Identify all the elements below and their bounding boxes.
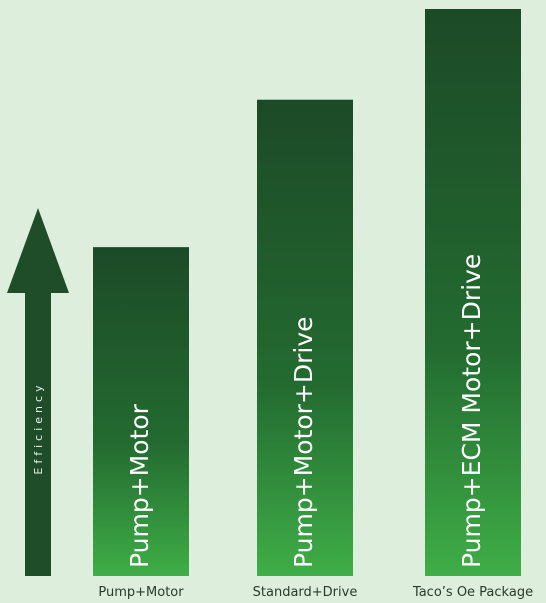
category-label-3: Taco’s Oe Package (412, 585, 533, 600)
efficiency-arrow: Efficiency (7, 208, 69, 576)
category-labels: Pump+Motor Standard+Drive Taco’s Oe Packag… (98, 585, 533, 600)
bar-label-3: Pump+ECM Motor+Drive (457, 254, 486, 568)
bar-2 (257, 99, 353, 576)
category-label-2: Standard+Drive (253, 585, 358, 600)
efficiency-arrow-shape (7, 208, 69, 576)
bar-3 (425, 9, 521, 576)
bar-1 (93, 247, 189, 576)
bar-label-2: Pump+Motor+Drive (289, 317, 318, 569)
category-label-1: Pump+Motor (98, 585, 184, 600)
bar-label-1: Pump+Motor (125, 403, 154, 568)
bar-group: Pump+Motor Pump+Motor+Drive Pump+ECM Motor… (93, 9, 521, 576)
efficiency-axis-label: Efficiency (32, 381, 45, 474)
